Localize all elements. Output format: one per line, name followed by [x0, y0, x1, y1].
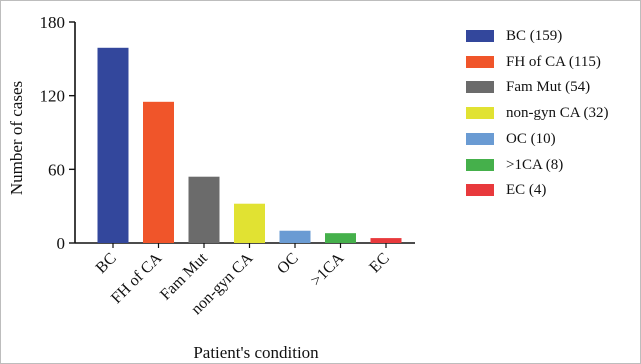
legend-label: non-gyn CA (32) [506, 105, 609, 122]
bar [370, 238, 402, 243]
y-axis-label: Number of cases [7, 81, 26, 195]
bar [188, 176, 220, 243]
legend-label: BC (159) [506, 28, 563, 44]
legend-swatch [466, 184, 494, 197]
y-tick-label: 60 [48, 160, 65, 179]
legend-label: FH of CA (115) [506, 53, 601, 70]
bars [97, 47, 402, 244]
x-tick-label: EC [366, 250, 392, 276]
legend-label: >1CA (8) [506, 156, 564, 173]
y-tick-label: 0 [57, 234, 66, 253]
x-tick-label: BC [93, 250, 120, 277]
y-tick-label: 120 [40, 87, 66, 106]
y-axis: 0 60 120 180 [40, 13, 76, 253]
legend-swatch [466, 132, 494, 145]
bar [143, 101, 174, 243]
legend-swatch [466, 158, 494, 171]
y-tick-label: 180 [40, 13, 66, 32]
x-tick-label: OC [274, 250, 302, 278]
legend-swatch [466, 30, 494, 42]
x-tick-label: >1CA [308, 249, 348, 289]
bar [234, 203, 265, 243]
legend-label: OC (10) [506, 130, 556, 147]
bar [325, 233, 356, 243]
legend-label: EC (4) [506, 182, 547, 199]
bar [97, 47, 129, 244]
legend-swatch [466, 55, 494, 68]
x-axis-label: Patient's condition [193, 343, 319, 362]
legend-swatch [466, 107, 494, 120]
legend-label: Fam Mut (54) [506, 79, 591, 96]
legend-swatch [466, 81, 494, 94]
bar [279, 230, 311, 243]
x-tick-label: FH of CA [108, 249, 166, 307]
